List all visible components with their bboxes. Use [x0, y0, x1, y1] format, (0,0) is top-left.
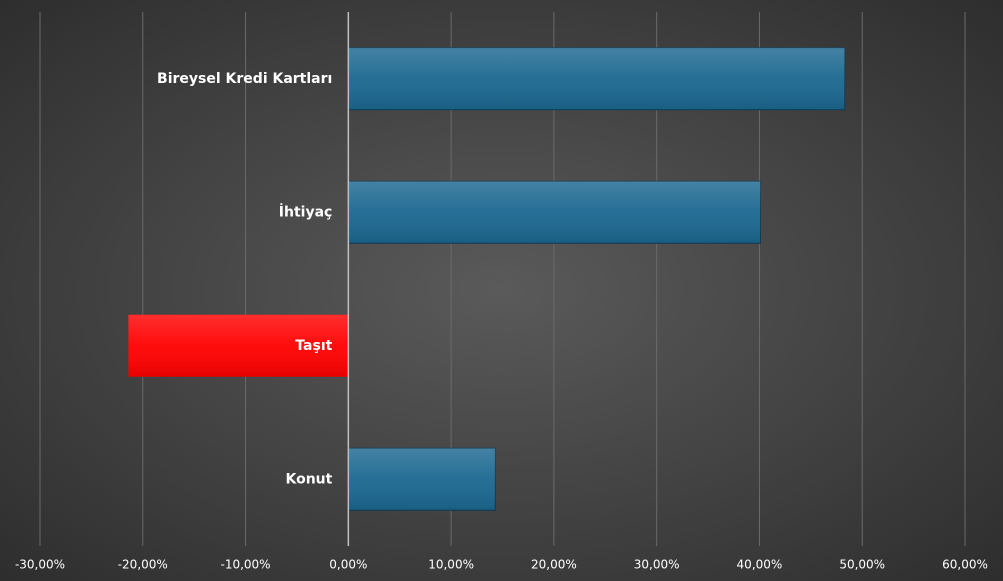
- x-tick-label: 40,00%: [737, 558, 783, 572]
- x-tick-label: 10,00%: [428, 558, 474, 572]
- x-tick-label: 0,00%: [329, 558, 367, 572]
- bar-shine: [348, 47, 845, 110]
- bar-shine: [348, 181, 761, 244]
- y-tick-label: Konut: [285, 471, 332, 487]
- y-tick-label: Taşıt: [295, 338, 332, 354]
- x-tick-label: -10,00%: [221, 558, 271, 572]
- x-tick-label: 20,00%: [531, 558, 577, 572]
- x-tick-label: -20,00%: [118, 558, 168, 572]
- bar-shine: [128, 314, 349, 377]
- x-tick-label: 60,00%: [942, 558, 988, 572]
- x-tick-label: -30,00%: [15, 558, 65, 572]
- bar-shine: [348, 448, 496, 511]
- x-tick-label: 50,00%: [839, 558, 885, 572]
- x-tick-label: 30,00%: [634, 558, 680, 572]
- y-tick-label: Bireysel Kredi Kartları: [157, 71, 332, 87]
- y-tick-label: İhtiyaç: [279, 203, 333, 220]
